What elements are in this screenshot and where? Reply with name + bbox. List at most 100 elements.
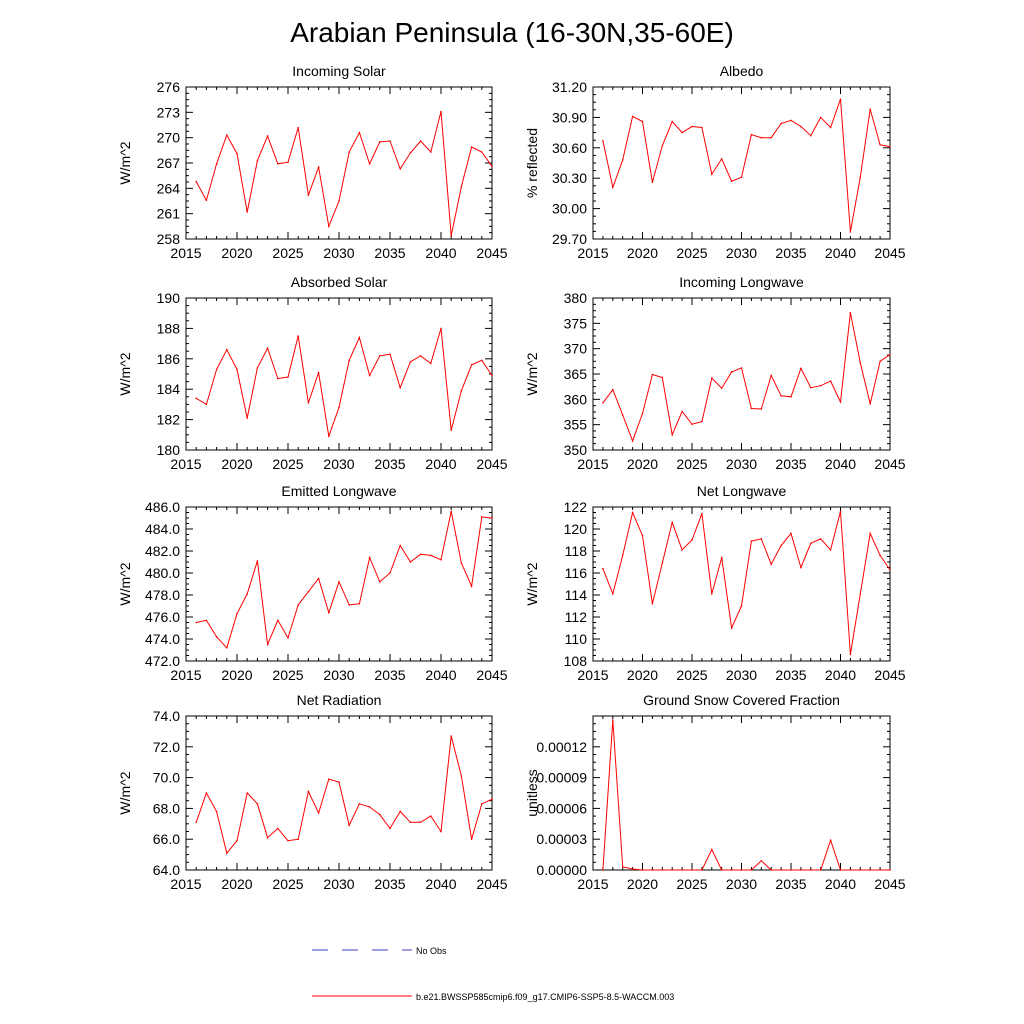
data-point (810, 869, 812, 871)
data-point (849, 653, 852, 656)
data-point (389, 140, 391, 142)
data-point (671, 434, 673, 436)
data-point (338, 581, 340, 583)
x-tick-label: 2030 (726, 667, 757, 683)
data-point (631, 440, 634, 442)
data-point (740, 176, 743, 178)
data-point (681, 131, 683, 134)
x-tick-label: 2020 (627, 456, 658, 472)
y-tick-label: 380 (564, 290, 588, 306)
y-tick-label: 0.00009 (536, 770, 587, 786)
data-point (711, 377, 713, 379)
x-tick-label: 2040 (425, 667, 456, 683)
y-axis-label: W/m^2 (117, 141, 133, 184)
legend-model-label: b.e21.BWSSP585cmip6.f09_g17.CMIP6-SSP5-8… (416, 992, 674, 1002)
y-tick-label: 66.0 (153, 831, 180, 847)
x-tick-label: 2035 (775, 876, 806, 892)
data-point (671, 869, 673, 871)
data-point (491, 374, 493, 377)
data-point (869, 108, 871, 111)
data-point (409, 152, 412, 154)
data-point (215, 368, 218, 371)
y-tick-label: 74.0 (153, 708, 180, 724)
data-point (379, 581, 381, 583)
x-tick-label: 2040 (825, 667, 856, 683)
y-axis-label: W/m^2 (117, 562, 133, 605)
data-point (491, 165, 493, 168)
series-line (195, 328, 493, 437)
data-point (770, 869, 772, 871)
data-point (740, 869, 743, 871)
data-point (481, 802, 483, 805)
y-tick-label: 355 (564, 417, 588, 433)
x-tick-label: 2020 (221, 667, 252, 683)
data-point (205, 199, 208, 201)
y-tick-label: 108 (564, 653, 588, 669)
data-point (641, 120, 644, 123)
data-point (368, 163, 371, 165)
data-point (651, 869, 654, 871)
data-point (819, 116, 822, 119)
y-tick-label: 480.0 (145, 565, 180, 581)
x-tick-label: 2040 (825, 876, 856, 892)
data-point (800, 869, 802, 871)
plot-frame (185, 506, 493, 662)
data-point (470, 585, 473, 587)
data-point (859, 362, 862, 364)
chart-title: Albedo (720, 63, 764, 79)
x-tick-label: 2020 (221, 876, 252, 892)
data-point (348, 359, 351, 362)
data-point (256, 367, 259, 369)
data-point (481, 151, 483, 153)
x-tick-label: 2030 (323, 456, 354, 472)
data-point (661, 376, 664, 379)
y-tick-label: 112 (565, 609, 588, 625)
x-tick-label: 2025 (272, 245, 303, 261)
y-axis-label: W/m^2 (524, 352, 540, 395)
data-point (328, 611, 330, 614)
data-point (770, 563, 772, 565)
data-point (661, 562, 664, 564)
data-point (287, 161, 289, 163)
y-tick-label: 188 (157, 320, 181, 336)
data-point (491, 517, 493, 519)
y-axis-label: unitless (524, 769, 540, 816)
x-tick-label: 2035 (775, 667, 806, 683)
y-tick-label: 474.0 (145, 631, 180, 647)
y-tick-label: 476.0 (145, 609, 180, 625)
data-point (470, 146, 473, 148)
data-point (409, 821, 412, 824)
data-point (338, 200, 340, 202)
x-tick-label: 2030 (323, 876, 354, 892)
data-point (810, 386, 812, 389)
data-point (236, 152, 238, 155)
data-point (859, 869, 862, 871)
data-point (879, 143, 881, 146)
panel-ground-snow-covered-fraction: Ground Snow Covered Fraction unitless 2015… (524, 692, 906, 892)
data-point (849, 231, 852, 233)
data-point (750, 407, 753, 410)
y-tick-label: 360 (564, 391, 588, 407)
data-point (460, 389, 463, 392)
x-tick-label: 2025 (676, 667, 707, 683)
data-point (419, 140, 422, 142)
data-point (701, 126, 703, 129)
data-point (430, 362, 432, 365)
data-point (328, 435, 330, 438)
data-point (409, 561, 412, 563)
data-point (819, 869, 822, 871)
data-point (215, 163, 218, 165)
data-point (358, 802, 361, 805)
x-tick-label: 2040 (425, 876, 456, 892)
data-point (612, 719, 614, 721)
y-tick-label: 350 (564, 442, 588, 458)
data-point (691, 125, 693, 128)
data-point (195, 821, 197, 824)
y-tick-label: 180 (157, 442, 181, 458)
data-point (819, 384, 822, 387)
data-point (869, 403, 871, 405)
x-tick-label: 2030 (726, 456, 757, 472)
data-point (790, 532, 792, 535)
data-point (297, 604, 300, 606)
data-point (701, 512, 703, 515)
